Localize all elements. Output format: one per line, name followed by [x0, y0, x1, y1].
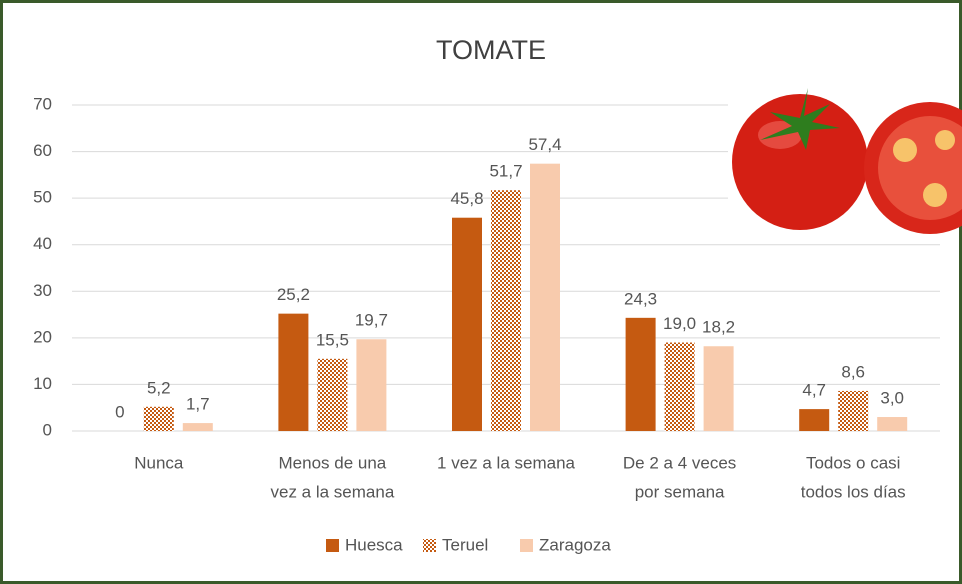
legend-swatch: [326, 539, 339, 552]
value-label: 45,8: [450, 189, 483, 208]
legend-label: Teruel: [442, 535, 488, 554]
value-label: 1,7: [186, 395, 210, 414]
legend-label: Huesca: [345, 535, 403, 554]
y-tick-label: 60: [33, 141, 52, 160]
value-label: 3,0: [880, 389, 904, 408]
bar: [838, 391, 868, 431]
value-label: 15,5: [316, 330, 349, 349]
bar: [704, 346, 734, 431]
value-label: 8,6: [841, 362, 865, 381]
value-label: 57,4: [528, 135, 561, 154]
y-tick-label: 50: [33, 188, 52, 207]
legend-label: Zaragoza: [539, 535, 611, 554]
bar: [877, 417, 907, 431]
x-tick-label: Todos o casi: [806, 453, 901, 472]
bar: [452, 218, 482, 431]
value-label: 19,7: [355, 311, 388, 330]
bar: [530, 164, 560, 431]
chart: TOMATE 0 10 20 30 40 50 60 70 Nunca 0 5,2 1,7 Menos…: [0, 0, 962, 584]
value-label: 4,7: [802, 381, 826, 400]
bar: [665, 343, 695, 431]
bar: [144, 407, 174, 431]
x-tick-label: 1 vez a la semana: [437, 453, 576, 472]
x-tick-label: Nunca: [134, 453, 184, 472]
tomato-image: [728, 80, 962, 238]
y-tick-label: 0: [43, 420, 52, 439]
value-label: 18,2: [702, 318, 735, 337]
y-tick-label: 20: [33, 327, 52, 346]
x-tick-label: por semana: [635, 482, 725, 501]
bar: [278, 314, 308, 431]
x-tick-label: Menos de una: [279, 453, 387, 472]
bar: [317, 359, 347, 431]
legend-swatch: [423, 539, 436, 552]
x-tick-label: todos los días: [801, 482, 906, 501]
y-tick-label: 30: [33, 281, 52, 300]
value-label: 0: [115, 402, 124, 421]
bar: [183, 423, 213, 431]
chart-title: TOMATE: [436, 35, 546, 65]
value-label: 5,2: [147, 378, 171, 397]
y-tick-label: 10: [33, 374, 52, 393]
bar: [491, 190, 521, 431]
bar: [626, 318, 656, 431]
value-label: 51,7: [489, 162, 522, 181]
x-tick-label: vez a la semana: [271, 482, 395, 501]
y-tick-label: 40: [33, 234, 52, 253]
value-label: 19,0: [663, 314, 696, 333]
value-label: 25,2: [277, 285, 310, 304]
legend-swatch: [520, 539, 533, 552]
x-tick-label: De 2 a 4 veces: [623, 453, 736, 472]
bar: [356, 339, 386, 431]
y-tick-label: 70: [33, 94, 52, 113]
value-label: 24,3: [624, 289, 657, 308]
bar: [799, 409, 829, 431]
